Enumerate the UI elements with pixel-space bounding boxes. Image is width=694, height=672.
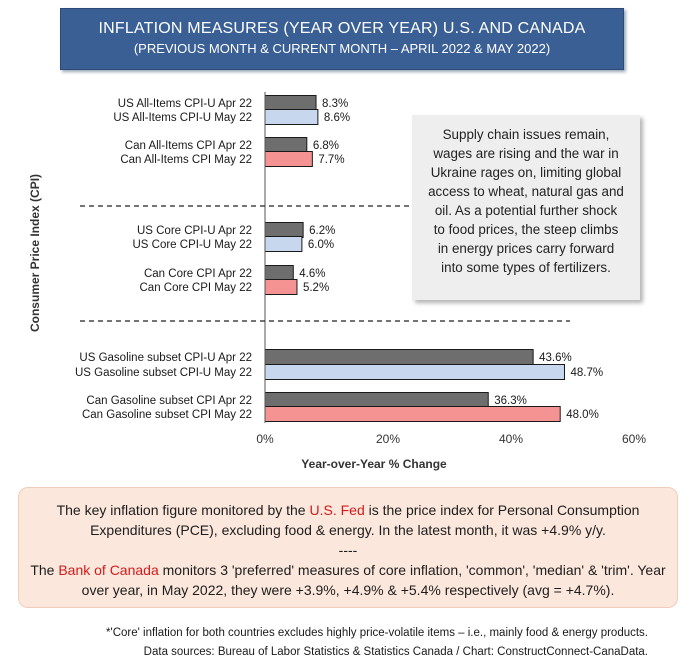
category-label: US All-Items CPI-U May 22 — [113, 112, 252, 124]
bar — [264, 222, 304, 238]
category-label: Can Gasoline subset CPI Apr 22 — [86, 395, 252, 407]
y-axis-label: Consumer Price Index (CPI) — [28, 174, 42, 332]
x-ticks-layer: 0% 20% 40% 60% — [256, 432, 646, 446]
footnote: *'Core' inflation for both countries exc… — [106, 624, 648, 662]
bar-value-label: 36.3% — [494, 395, 527, 407]
bar — [264, 95, 317, 111]
chart-title-banner: INFLATION MEASURES (YEAR OVER YEAR) U.S.… — [60, 8, 624, 70]
bank-of-canada-highlight: Bank of Canada — [58, 562, 159, 578]
bar-value-label: 48.0% — [566, 409, 599, 421]
bar — [264, 137, 308, 153]
bar-chart: 8.3% US All-Items CPI-U Apr 22 8.6% US All-… — [28, 92, 646, 471]
category-label: US Gasoline subset CPI-U May 22 — [75, 367, 252, 379]
note-line: to food prices, the steep climbs — [433, 222, 619, 237]
note-line: wages are rising and the war in — [433, 146, 619, 161]
chart-title: INFLATION MEASURES (YEAR OVER YEAR) U.S.… — [98, 20, 586, 37]
bar-value-label: 8.6% — [324, 112, 350, 124]
bar-value-label: 6.2% — [309, 225, 335, 237]
category-label: US Core CPI-U Apr 22 — [137, 225, 252, 237]
fed-paragraph: The key inflation figure monitored by th… — [56, 502, 640, 538]
category-label: US Gasoline subset CPI-U Apr 22 — [79, 352, 252, 364]
category-label: Can Gasoline subset CPI May 22 — [82, 409, 252, 421]
bars-layer: 8.3% US All-Items CPI-U Apr 22 8.6% US All-… — [75, 95, 604, 422]
x-tick-label: 20% — [376, 432, 400, 446]
bar — [264, 406, 561, 422]
note-line: access to wheat, natural gas and — [428, 184, 624, 199]
x-tick-label: 0% — [256, 432, 274, 446]
bar — [264, 236, 303, 252]
bar — [264, 364, 566, 380]
bar-value-label: 6.8% — [313, 140, 339, 152]
bar-value-label: 7.7% — [318, 154, 344, 166]
note-line: in energy prices carry forward — [437, 241, 615, 256]
bar — [264, 265, 294, 281]
bar — [264, 279, 298, 295]
bar — [264, 392, 489, 408]
chart-subtitle: (PREVIOUS MONTH & CURRENT MONTH – APRIL … — [133, 41, 551, 56]
core-inflation-footnote: *'Core' inflation for both countries exc… — [106, 627, 648, 639]
x-tick-label: 60% — [622, 432, 646, 446]
category-label: US Core CPI-U May 22 — [132, 239, 252, 251]
x-tick-label: 40% — [499, 432, 523, 446]
category-label: Can Core CPI May 22 — [140, 282, 253, 294]
category-label: Can All-Items CPI Apr 22 — [125, 140, 252, 152]
inflation-commentary-box: The key inflation figure monitored by th… — [18, 487, 678, 608]
note-line: into some types of fertilizers. — [441, 260, 611, 275]
data-sources: Data sources: Bureau of Labor Statistics… — [143, 646, 648, 658]
bar-value-label: 5.2% — [303, 282, 329, 294]
bar — [264, 109, 319, 125]
separator: ---- — [338, 542, 358, 558]
bar — [264, 151, 313, 167]
bar-value-label: 4.6% — [299, 268, 325, 280]
us-fed-highlight: U.S. Fed — [309, 502, 365, 518]
x-axis-label: Year-over-Year % Change — [301, 457, 447, 471]
bar-value-label: 48.7% — [571, 367, 604, 379]
boc-paragraph: The Bank of Canada monitors 3 'preferred… — [30, 562, 666, 598]
category-label: US All-Items CPI-U Apr 22 — [118, 98, 252, 110]
supply-chain-note: Supply chain issues remain, wages are ris… — [412, 115, 640, 300]
note-line: Ukraine rages on, limiting global — [430, 165, 622, 180]
bar-value-label: 8.3% — [322, 98, 348, 110]
note-line: oil. As a potential further shock — [434, 203, 618, 218]
category-label: Can All-Items CPI May 22 — [120, 154, 252, 166]
bar-value-label: 43.6% — [539, 352, 572, 364]
bar — [264, 349, 534, 365]
bar-value-label: 6.0% — [308, 239, 334, 251]
category-label: Can Core CPI Apr 22 — [144, 268, 252, 280]
note-line: Supply chain issues remain, — [442, 127, 610, 142]
